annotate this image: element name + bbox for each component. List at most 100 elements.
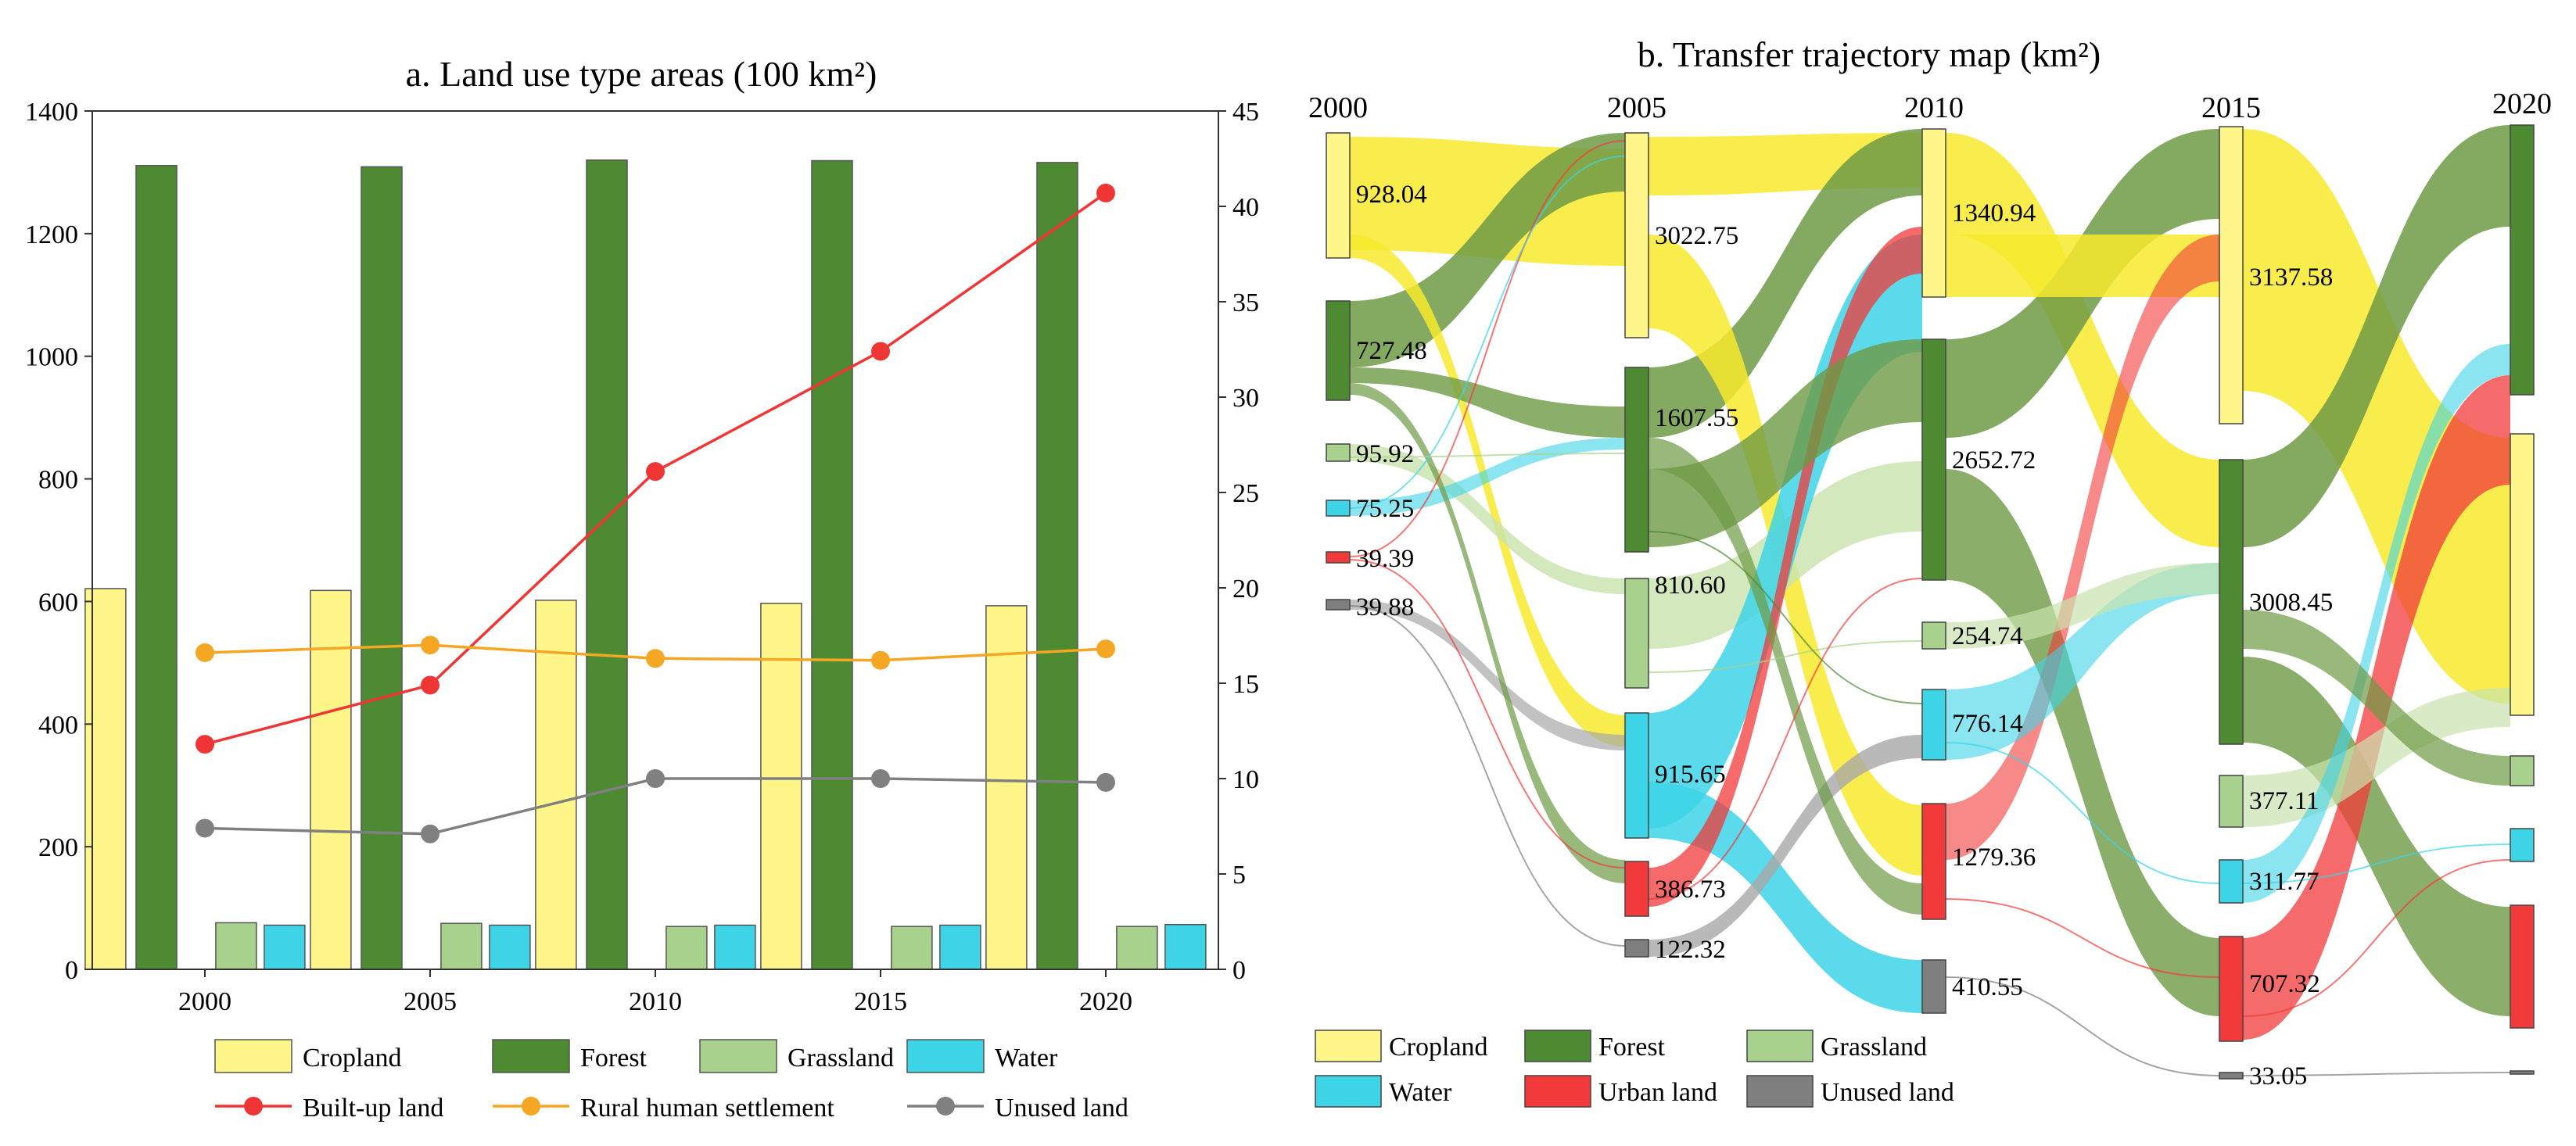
sankey-node-cropland bbox=[2219, 126, 2244, 424]
bar-cropland bbox=[760, 603, 802, 970]
point-unused-land bbox=[421, 824, 439, 843]
sankey-node-cropland bbox=[1624, 132, 1649, 338]
sankey-node-urban bbox=[1624, 861, 1649, 917]
flow-grassland-to-cropland bbox=[2243, 688, 2510, 827]
legend-swatch-water bbox=[906, 1039, 985, 1073]
bar-cropland bbox=[985, 605, 1028, 970]
legend-swatch-cropland bbox=[214, 1039, 292, 1073]
sankey-stage-label: 2010 bbox=[1904, 91, 1964, 124]
sankey-node-value: 386.73 bbox=[1655, 876, 1726, 904]
flow-forest-to-urban bbox=[1649, 438, 1922, 915]
y2-tick-label: 15 bbox=[1232, 670, 1259, 699]
legend-swatch-forest bbox=[1524, 1030, 1591, 1062]
flow-forest-to-urban bbox=[1350, 383, 1625, 883]
flow-forest-to-urban bbox=[1946, 469, 2219, 1016]
panel-b-title: b. Transfer trajectory map (km²) bbox=[1638, 34, 2101, 74]
y-tick-label: 400 bbox=[38, 711, 78, 740]
bar-forest bbox=[361, 166, 403, 970]
sankey-node-value: 707.32 bbox=[2249, 970, 2320, 998]
legend-label: Grassland bbox=[788, 1044, 894, 1073]
legend-swatch-grassland bbox=[699, 1039, 777, 1073]
sankey-node-cropland bbox=[2510, 433, 2535, 716]
y2-tick-label: 10 bbox=[1232, 765, 1259, 794]
sankey-stage-labels: 2000 2005 2010 2015 2020 bbox=[1308, 88, 2552, 124]
sankey-node-grassland bbox=[1921, 621, 1946, 650]
sankey-node-forest bbox=[1326, 300, 1351, 401]
x-tick-label: 2015 bbox=[854, 987, 907, 1016]
point-rural-human-settlement bbox=[196, 643, 214, 662]
sankey-node-cropland bbox=[1326, 132, 1351, 259]
y2-tick-label: 35 bbox=[1232, 288, 1259, 317]
legend-swatch-forest bbox=[492, 1039, 570, 1073]
y-tick-label: 800 bbox=[38, 466, 78, 495]
sankey-node-value: 2652.72 bbox=[1952, 446, 2036, 475]
legend-b: Cropland Forest Grassland Water Urban land Un… bbox=[1315, 1030, 1954, 1108]
legend-swatch-cropland bbox=[1315, 1030, 1382, 1062]
sankey-node-cropland bbox=[1921, 128, 1946, 298]
flow-minor bbox=[1945, 742, 2220, 884]
flow-minor bbox=[1945, 898, 2220, 978]
sankey-node-value: 3008.45 bbox=[2249, 589, 2333, 617]
sankey-stage-label: 2020 bbox=[2492, 88, 2552, 120]
flow-cropland-to-water bbox=[1350, 235, 1625, 747]
point-built-up-land bbox=[871, 342, 890, 361]
legend-swatch-water bbox=[1315, 1075, 1382, 1108]
flow-minor bbox=[1648, 531, 1923, 704]
sankey-node-value: 915.65 bbox=[1655, 761, 1726, 789]
bar-forest bbox=[811, 159, 853, 970]
point-unused-land bbox=[646, 769, 665, 788]
sankey-stage-label: 2000 bbox=[1308, 91, 1368, 124]
y-tick-label: 0 bbox=[65, 956, 78, 985]
sankey-node-urban bbox=[1326, 551, 1351, 564]
sankey-node-unused bbox=[2219, 1072, 2244, 1080]
flow-minor bbox=[1349, 140, 1626, 557]
sankey-node-value: 254.74 bbox=[1952, 622, 2023, 650]
flow-minor bbox=[1648, 640, 1923, 673]
legend-label: Built-up land bbox=[303, 1094, 443, 1123]
legend-label: Urban land bbox=[1598, 1078, 1717, 1107]
sankey-node-value: 727.48 bbox=[1356, 337, 1427, 365]
flow-water-to-forest bbox=[2243, 344, 2510, 903]
y2-tick-label: 30 bbox=[1232, 384, 1259, 413]
legend-swatch-urban bbox=[1524, 1075, 1591, 1108]
flow-forest-to-grassland bbox=[2243, 610, 2510, 786]
panel-b-sankey: b. Transfer trajectory map (km²) 928.04 7… bbox=[1308, 34, 2552, 1108]
flow-minor bbox=[2242, 859, 2511, 1017]
flow-minor bbox=[1648, 578, 1923, 900]
flow-grassland-to-forest bbox=[1946, 563, 2219, 649]
point-unused-land bbox=[196, 818, 214, 838]
legend-label: Grassland bbox=[1821, 1033, 1927, 1062]
flow-unused-to-water bbox=[1350, 600, 1625, 750]
sankey-node-value: 410.55 bbox=[1952, 973, 2023, 1001]
flow-urban-to-water bbox=[1946, 235, 2219, 860]
legend-label: Forest bbox=[580, 1044, 648, 1073]
y-tick-label: 1200 bbox=[25, 220, 78, 249]
sankey-node-unused bbox=[1326, 599, 1351, 611]
bar-cropland bbox=[535, 600, 577, 970]
sankey-node-value: 377.11 bbox=[2249, 787, 2319, 815]
bar-forest bbox=[135, 165, 178, 970]
sankey-node-value: 39.39 bbox=[1356, 545, 1414, 573]
legend-marker bbox=[522, 1097, 540, 1116]
flow-minor bbox=[1349, 156, 1626, 509]
point-rural-human-settlement bbox=[1096, 639, 1115, 659]
x-tick-label: 2010 bbox=[629, 987, 682, 1016]
sankey-node-urban bbox=[2510, 904, 2535, 1029]
panel-a-title: a. Land use type areas (100 km²) bbox=[406, 54, 877, 94]
sankey-node-value: 33.05 bbox=[2249, 1062, 2307, 1090]
sankey-node-water bbox=[2219, 859, 2244, 904]
legend-swatch-unused bbox=[1746, 1075, 1814, 1108]
sankey-flows bbox=[1349, 125, 2511, 1076]
y2-tick-label: 40 bbox=[1232, 193, 1259, 222]
sankey-nodes: 928.04 727.48 95.92 75.25 39.39 39.88 3022.75 1… bbox=[1326, 124, 2535, 1090]
flow-forest-to-forest bbox=[2243, 125, 2510, 547]
sankey-node-forest bbox=[2510, 124, 2535, 396]
point-unused-land bbox=[1096, 772, 1115, 792]
point-unused-land bbox=[871, 769, 890, 788]
sankey-node-unused bbox=[1624, 939, 1649, 958]
legend-label: Unused land bbox=[995, 1094, 1128, 1123]
legend-label: Unused land bbox=[1821, 1078, 1954, 1107]
y2-tick-label: 5 bbox=[1232, 861, 1246, 890]
point-rural-human-settlement bbox=[871, 650, 890, 670]
